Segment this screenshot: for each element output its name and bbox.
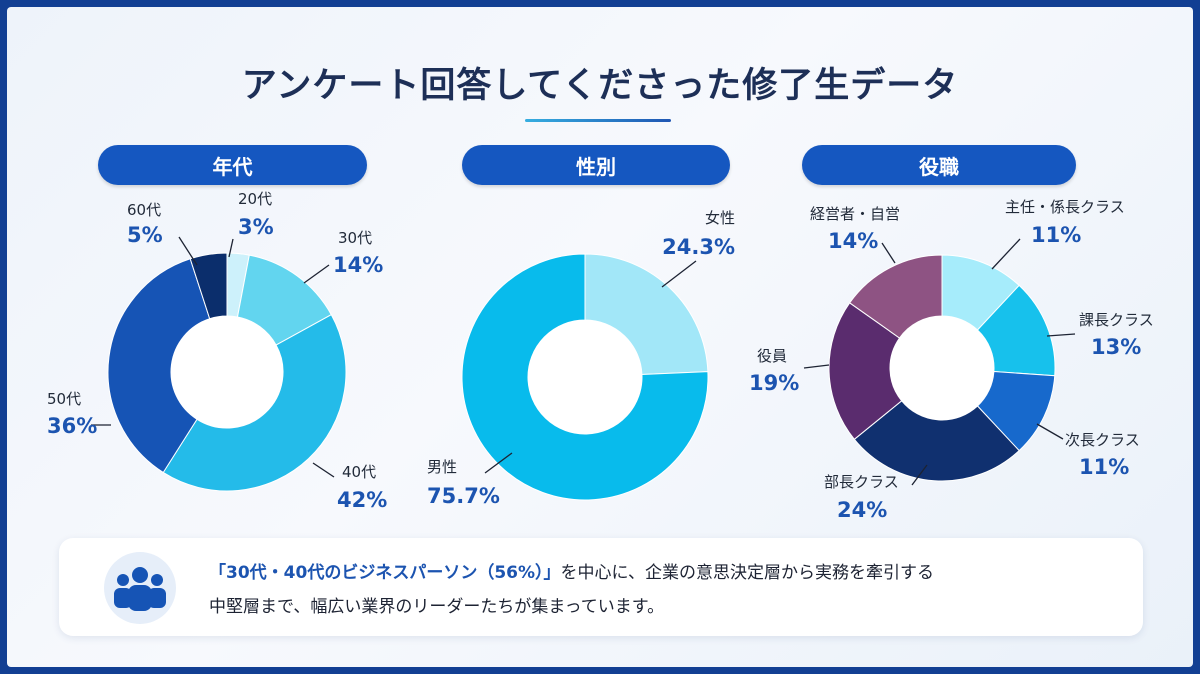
leader-line xyxy=(1036,423,1064,440)
age-donut-chart: 20代 3% 30代 14% 40代 42% 50代 36% 60代 5% xyxy=(47,190,387,512)
leader-line xyxy=(991,238,1021,270)
slice-label: 20代 xyxy=(238,190,272,208)
slice-label: 男性 xyxy=(427,458,457,476)
summary-line-1: を中心に、企業の意思決定層から実務を牽引する xyxy=(560,563,935,583)
gender-heading: 性別 xyxy=(462,145,730,185)
slice-label: 経営者・自営 xyxy=(810,205,900,223)
summary-card: 「30代・40代のビジネスパーソン（56%）」を中心に、企業の意思決定層から実務… xyxy=(59,538,1143,636)
slice-label: 30代 xyxy=(338,229,372,247)
age-heading: 年代 xyxy=(98,145,367,185)
leader-line xyxy=(484,452,513,474)
leader-line xyxy=(911,464,928,486)
slide: アンケート回答してくださった修了生データ 年代 性別 役職 20代 3% 30代 14… xyxy=(7,7,1193,667)
slice-label: 60代 xyxy=(127,201,161,219)
slice-percent: 19% xyxy=(749,371,799,395)
position-heading: 役職 xyxy=(802,145,1076,185)
leader-line xyxy=(178,236,198,266)
slice-percent: 14% xyxy=(828,229,878,253)
leader-line xyxy=(228,238,234,258)
donut-hole xyxy=(528,320,642,434)
slice-percent: 36% xyxy=(47,414,97,438)
position-donut-chart: 主任・係長クラス 11% 課長クラス 13% 次長クラス 11% 部長クラス 24% 役員 19%… xyxy=(749,198,1154,522)
page-title: アンケート回答してくださった修了生データ xyxy=(241,66,959,106)
gender-donut-chart: 女性 24.3% 男性 75.7% xyxy=(427,209,735,508)
slice-label: 女性 xyxy=(705,209,735,227)
slice-label: 50代 xyxy=(47,390,81,408)
leader-line xyxy=(1046,333,1076,337)
summary-text: 「30代・40代のビジネスパーソン（56%）」を中心に、企業の意思決定層から実務… xyxy=(209,556,1129,624)
slice-label: 役員 xyxy=(757,347,787,365)
summary-line-2: 中堅層まで、幅広い業界のリーダーたちが集まっています。 xyxy=(209,597,665,617)
slice-percent: 3% xyxy=(238,215,274,239)
slice-percent: 11% xyxy=(1079,455,1129,479)
slice-percent: 42% xyxy=(337,488,387,512)
slice-label: 課長クラス xyxy=(1079,311,1154,329)
slice-label: 部長クラス xyxy=(824,473,899,491)
slice-percent: 14% xyxy=(333,253,383,277)
title-underline xyxy=(525,119,671,122)
leader-line xyxy=(312,462,335,478)
slice-label: 次長クラス xyxy=(1065,431,1140,449)
charts-canvas: 20代 3% 30代 14% 40代 42% 50代 36% 60代 5% 女性 24.3% 男性 75… xyxy=(47,190,1154,522)
donut-hole xyxy=(890,316,994,420)
leader-line xyxy=(803,364,830,369)
leader-line xyxy=(881,242,896,264)
slice-label: 主任・係長クラス xyxy=(1005,198,1125,216)
leader-line xyxy=(661,260,697,288)
slice-percent: 75.7% xyxy=(427,484,500,508)
slice-percent: 24.3% xyxy=(662,235,735,259)
slice-percent: 11% xyxy=(1031,223,1081,247)
summary-highlight: 「30代・40代のビジネスパーソン（56%）」 xyxy=(209,563,561,583)
slice-label: 40代 xyxy=(342,463,376,481)
leader-line xyxy=(303,264,330,284)
slice-percent: 13% xyxy=(1091,335,1141,359)
donut-hole xyxy=(171,316,283,428)
slice-percent: 24% xyxy=(837,498,887,522)
group-icon xyxy=(104,552,176,624)
slice-percent: 5% xyxy=(127,223,163,247)
